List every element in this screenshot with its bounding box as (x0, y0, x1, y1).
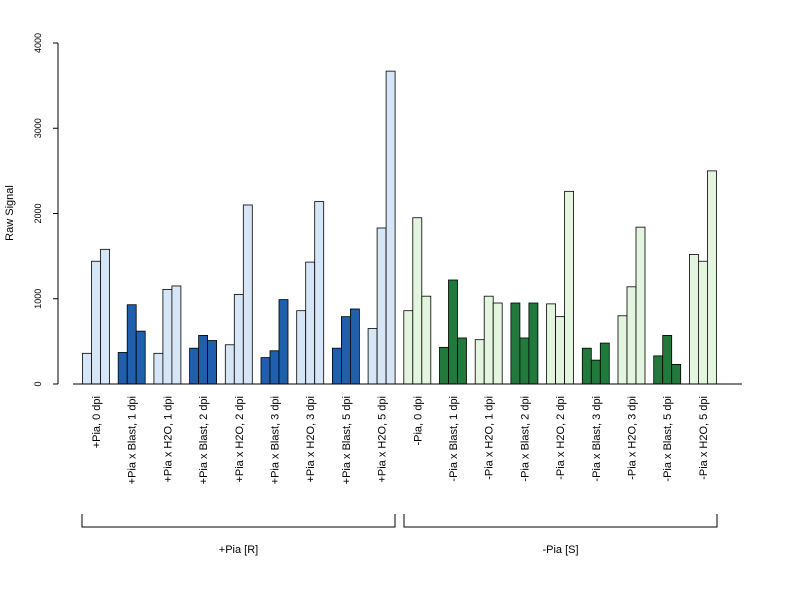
bar (376, 227, 387, 385)
bar (662, 335, 673, 385)
bar (305, 261, 316, 385)
bar (100, 248, 110, 385)
bar (242, 204, 253, 385)
bar (707, 170, 717, 385)
x-tick-label: +Pia x Blast, 3 dpi (270, 396, 282, 484)
bar (528, 302, 539, 385)
bar (296, 310, 307, 385)
bar (671, 363, 682, 385)
x-tick-label: -Pia x H2O, 1 dpi (484, 396, 496, 480)
x-tick-labels: +Pia, 0 dpi +Pia x Blast, 1 dpi +Pia x H2O… (91, 396, 710, 484)
group-label: -Pia [S] (542, 544, 578, 556)
y-tick-label: 1000 (33, 289, 43, 309)
bar (367, 328, 378, 385)
x-tick-label: +Pia, 0 dpi (91, 396, 103, 448)
bar (117, 352, 128, 385)
bar (421, 295, 432, 385)
bar (590, 359, 601, 385)
bar (349, 308, 360, 385)
group-bracket (403, 514, 718, 528)
bar (224, 344, 235, 385)
x-tick-label: -Pia x Blast, 2 dpi (519, 396, 531, 482)
bar (689, 254, 699, 385)
bar (581, 347, 592, 385)
bar (635, 226, 646, 385)
bar (126, 304, 137, 385)
bar (278, 299, 289, 385)
group-bracket (81, 514, 396, 528)
bar (314, 201, 325, 385)
bar (207, 340, 218, 385)
bar (412, 217, 423, 385)
bar (439, 346, 449, 385)
bar (564, 190, 574, 385)
x-tick-label: +Pia x Blast, 1 dpi (127, 396, 139, 484)
bar (555, 316, 565, 385)
x-tick-label: +Pia x Blast, 5 dpi (341, 396, 353, 484)
bar (233, 294, 244, 385)
y-tick-label: 3000 (33, 118, 43, 138)
x-tick-label: +Pia x H2O, 2 dpi (234, 396, 246, 483)
bar (448, 279, 458, 385)
x-tick-label: +Pia x Blast, 2 dpi (198, 396, 210, 484)
bar (599, 342, 610, 385)
bar (653, 355, 664, 385)
bar (483, 295, 494, 385)
bar (82, 352, 92, 385)
bar (492, 302, 503, 385)
y-axis-title: Raw Signal (4, 185, 16, 241)
bar (260, 357, 271, 385)
bar (617, 315, 628, 385)
x-tick-label: -Pia x H2O, 2 dpi (555, 396, 567, 480)
bar (331, 347, 342, 385)
bar (189, 347, 200, 385)
y-tick-label: 4000 (33, 33, 43, 53)
x-tick-label: -Pia x H2O, 3 dpi (627, 396, 639, 480)
bar (91, 260, 101, 385)
bar (162, 288, 173, 385)
bar (457, 337, 467, 385)
bar (198, 335, 209, 385)
group-brackets: +Pia [R] -Pia [S] (81, 514, 718, 556)
x-tick-label: +Pia x H2O, 5 dpi (377, 396, 389, 483)
y-tick-label: 2000 (33, 203, 43, 223)
x-tick-label: +Pia x H2O, 1 dpi (162, 396, 174, 483)
x-tick-label: +Pia x H2O, 3 dpi (305, 396, 317, 483)
x-tick-label: -Pia x Blast, 5 dpi (662, 396, 674, 482)
bars (82, 70, 717, 385)
x-tick-label: -Pia, 0 dpi (412, 396, 424, 446)
bar (510, 302, 521, 385)
x-tick-label: -Pia x H2O, 5 dpi (698, 396, 710, 480)
bar (269, 350, 280, 385)
x-tick-label: -Pia x Blast, 3 dpi (591, 396, 603, 482)
bar (546, 303, 556, 385)
bar (171, 285, 182, 385)
bar (385, 70, 396, 385)
group-label: +Pia [R] (219, 544, 258, 556)
bar (135, 330, 146, 385)
bar (153, 352, 164, 385)
bar (698, 260, 708, 385)
y-axis: 0 1000 2000 3000 4000 (33, 33, 59, 387)
x-tick-label: -Pia x Blast, 1 dpi (448, 396, 460, 482)
bar (626, 286, 637, 385)
bar (403, 310, 414, 385)
bar (519, 337, 530, 385)
bar (474, 339, 485, 385)
y-tick-label: 0 (33, 381, 43, 386)
bar (340, 316, 351, 385)
